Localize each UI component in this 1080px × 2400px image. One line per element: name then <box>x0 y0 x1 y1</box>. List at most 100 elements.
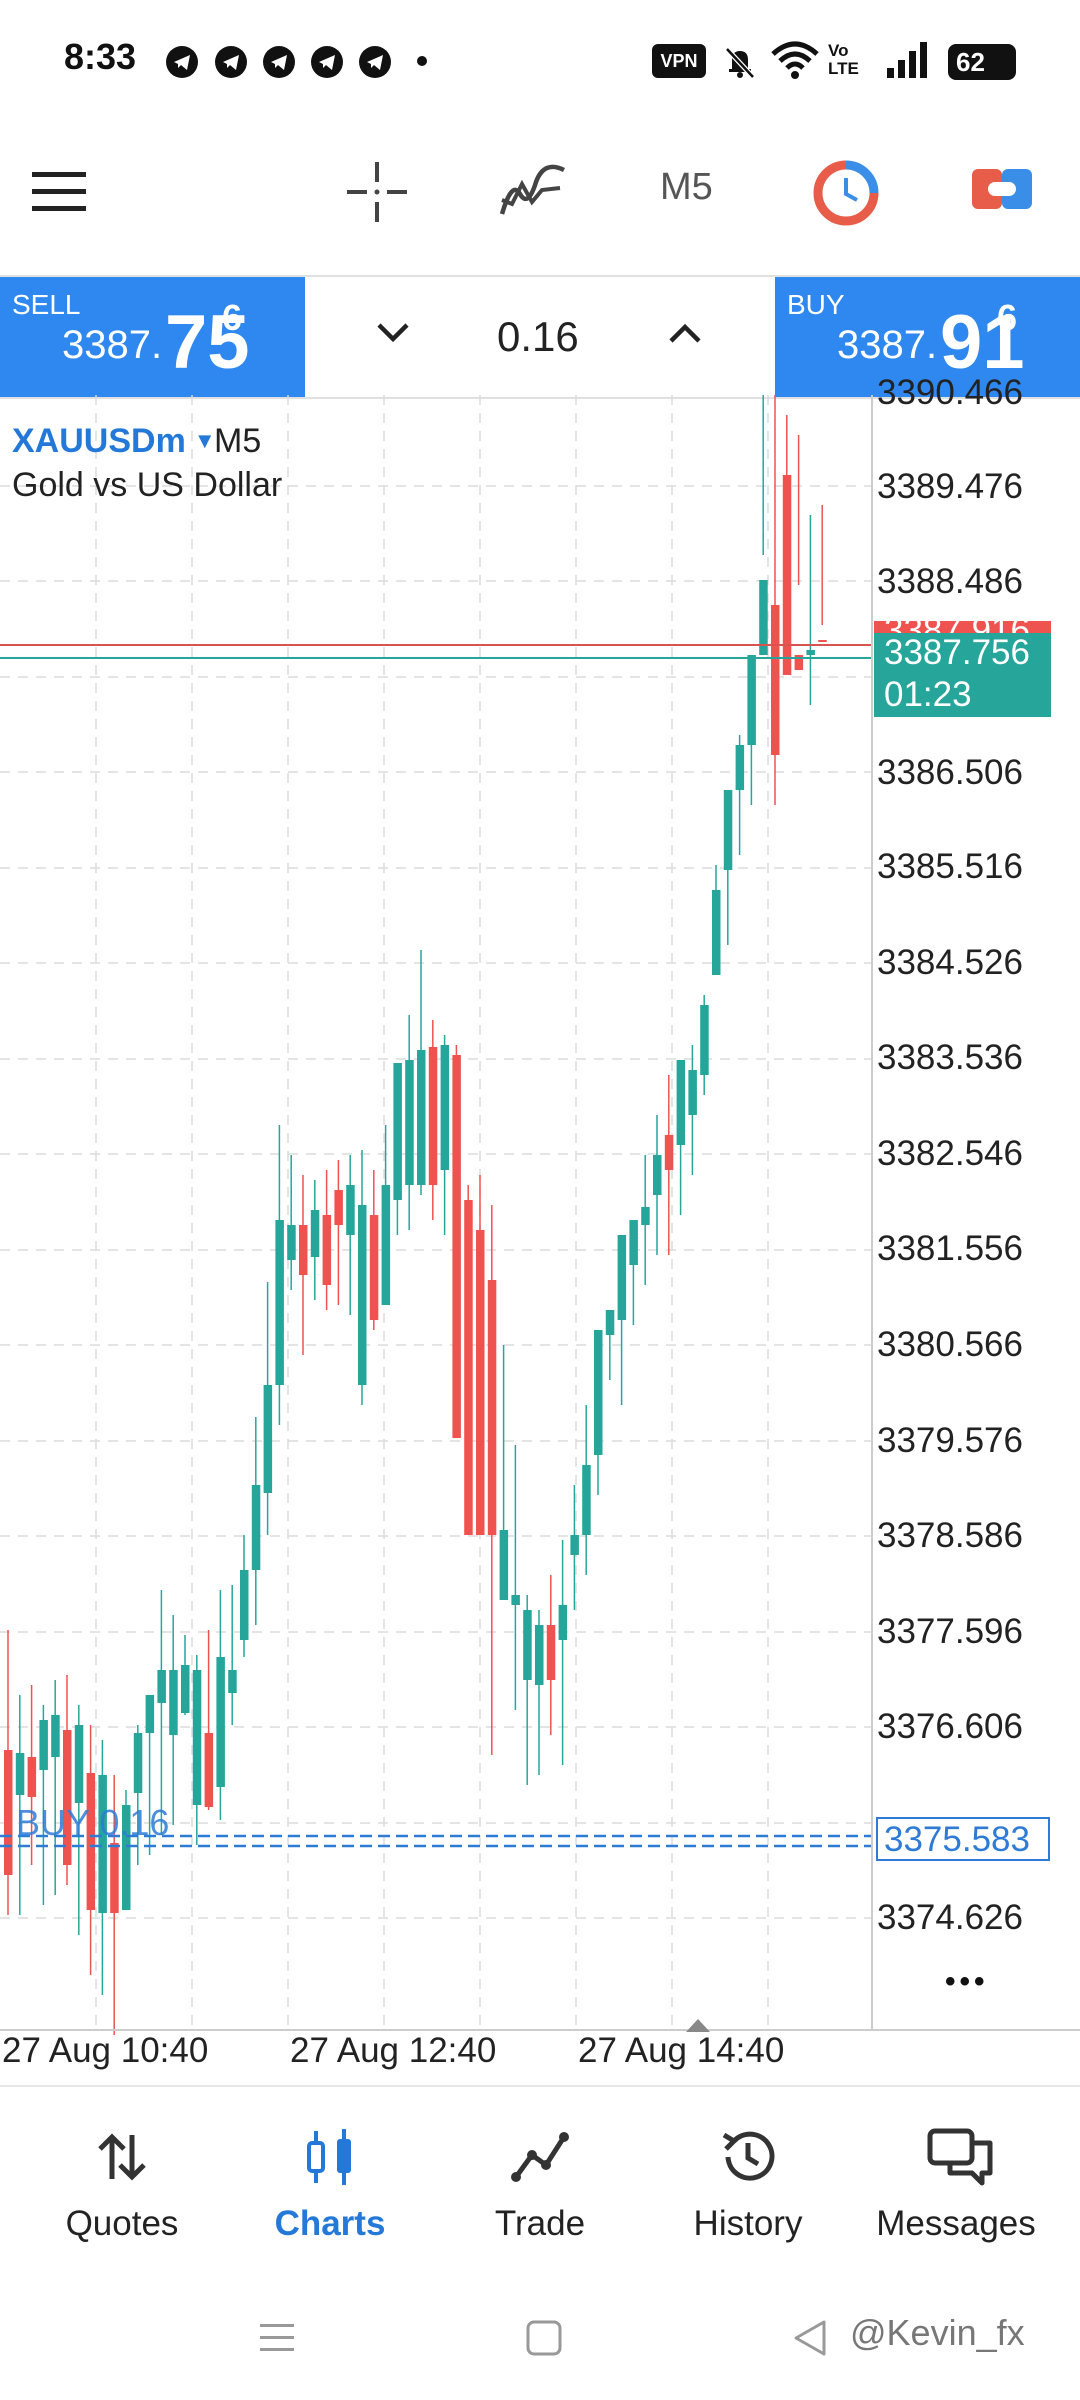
candlestick <box>700 995 709 1095</box>
candlestick <box>499 1345 509 1600</box>
telegram-icon <box>215 46 247 78</box>
menu-icon[interactable] <box>30 170 90 214</box>
position-label[interactable]: BUY 0.16 <box>16 1802 170 1843</box>
trade-toggle-icon[interactable] <box>970 165 1034 213</box>
candlestick <box>181 1635 190 1715</box>
bid-price-tag-text: 3387.756 <box>884 633 1030 672</box>
indicators-icon[interactable] <box>498 160 568 224</box>
nav-history-label: History <box>693 2204 803 2243</box>
candlestick <box>511 1445 520 1710</box>
candlestick <box>216 1590 225 1820</box>
candlestick <box>86 1725 96 1975</box>
candlestick <box>334 1160 343 1305</box>
candlestick <box>782 415 792 675</box>
chart-shift-marker[interactable] <box>686 2019 710 2032</box>
nav-charts[interactable]: Charts <box>222 2087 438 2277</box>
nav-trade[interactable]: Trade <box>432 2087 648 2277</box>
nav-quotes-label: Quotes <box>65 2204 179 2243</box>
price-chart[interactable]: 3390.466 3389.476 3388.486 3386.506 3385… <box>0 373 1080 2085</box>
nav-trade-label: Trade <box>494 2204 586 2243</box>
nav-messages[interactable]: Messages <box>848 2087 1064 2277</box>
trade-icon <box>511 2132 569 2182</box>
symbol-selector[interactable]: XAUUSDm ▼ <box>12 422 216 461</box>
candlestick <box>664 1075 674 1255</box>
candlestick <box>712 865 721 975</box>
candlestick <box>358 1150 367 1405</box>
telegram-icon <box>166 46 198 78</box>
candlestick <box>605 1310 615 1380</box>
candlestick <box>15 1695 25 1915</box>
candlestick <box>594 1330 603 1495</box>
candlestick <box>617 1235 627 1405</box>
bell-off-icon <box>725 47 755 79</box>
recents-icon[interactable] <box>258 2318 298 2358</box>
status-bar: 8:33 <box>0 0 1080 120</box>
candlestick <box>523 1595 532 1785</box>
position-price-text: 3375.583 <box>884 1820 1030 1859</box>
sell-button[interactable]: SELL 3387. 75 6 <box>0 277 305 397</box>
telegram-icon <box>263 46 295 78</box>
candlestick <box>51 1680 60 1895</box>
time-axis-label: 27 Aug 10:40 <box>2 2031 209 2070</box>
position-price-tag: 3375.583 <box>876 1817 1050 1861</box>
candlestick <box>381 1125 391 1305</box>
price-axis-label: 3386.506 <box>877 753 1023 792</box>
more-options-button[interactable]: ••• <box>945 1965 989 1998</box>
candlestick <box>818 505 827 642</box>
timeframe-button[interactable]: M5 <box>660 166 713 208</box>
telegram-icon <box>359 46 391 78</box>
buy-label: BUY <box>787 289 845 320</box>
nav-charts-label: Charts <box>274 2204 386 2243</box>
price-axis-label: 3382.546 <box>877 1134 1023 1173</box>
symbol-timeframe: M5 <box>214 422 262 460</box>
vpn-icon: VPN <box>652 44 706 78</box>
candlestick <box>346 1155 355 1315</box>
candlestick <box>122 1790 131 1910</box>
candlestick <box>275 1125 284 1425</box>
candlestick <box>806 515 815 705</box>
quotes-icon <box>98 2133 146 2181</box>
chevron-down-icon[interactable] <box>375 321 411 345</box>
sell-label: SELL <box>12 289 81 320</box>
candlestick <box>299 1175 308 1355</box>
candlestick <box>452 1045 461 1438</box>
bar-countdown: 01:23 <box>884 675 972 714</box>
candlestick <box>464 1185 473 1535</box>
candlestick <box>287 1155 296 1290</box>
crosshair-icon[interactable] <box>345 160 409 224</box>
nav-quotes[interactable]: Quotes <box>14 2087 230 2277</box>
candlestick <box>735 735 745 855</box>
signal-icon <box>887 42 927 78</box>
bid-price-tag: 3387.756 01:23 <box>874 633 1051 717</box>
price-axis-label: 3381.556 <box>877 1229 1023 1268</box>
candlestick <box>27 1685 37 1865</box>
back-icon[interactable] <box>790 2318 830 2358</box>
status-time: 8:33 <box>64 36 137 77</box>
price-axis-label: 3374.626 <box>877 1898 1023 1937</box>
candlestick <box>133 1725 143 1865</box>
candlestick <box>794 435 804 670</box>
buy-button[interactable]: BUY 3387. 91 6 <box>775 277 1080 397</box>
lot-size-value[interactable]: 0.16 <box>497 313 579 360</box>
home-icon[interactable] <box>524 2318 564 2358</box>
charts-icon <box>307 2129 351 2185</box>
candlestick <box>723 790 733 945</box>
candlestick <box>63 1675 72 1885</box>
price-axis-label: 3384.526 <box>877 943 1023 982</box>
chevron-up-icon[interactable] <box>667 321 703 345</box>
candlestick <box>405 1015 414 1230</box>
buy-price-pips: 91 <box>940 300 1025 385</box>
price-axis-label: 3389.476 <box>877 467 1023 506</box>
candlestick <box>145 1695 155 1855</box>
candlestick <box>310 1180 320 1300</box>
clock-icon[interactable] <box>813 160 879 226</box>
candlestick <box>440 1035 450 1235</box>
candlestick <box>676 1060 686 1215</box>
symbol-description: Gold vs US Dollar <box>12 466 283 504</box>
candlestick <box>582 1405 591 1575</box>
watermark: @Kevin_fx <box>850 2312 1025 2353</box>
nav-history[interactable]: History <box>640 2087 856 2277</box>
sell-price-fraction: 6 <box>222 297 243 338</box>
candlestick <box>771 395 780 805</box>
symbol-dropdown-icon: ▼ <box>193 428 216 453</box>
